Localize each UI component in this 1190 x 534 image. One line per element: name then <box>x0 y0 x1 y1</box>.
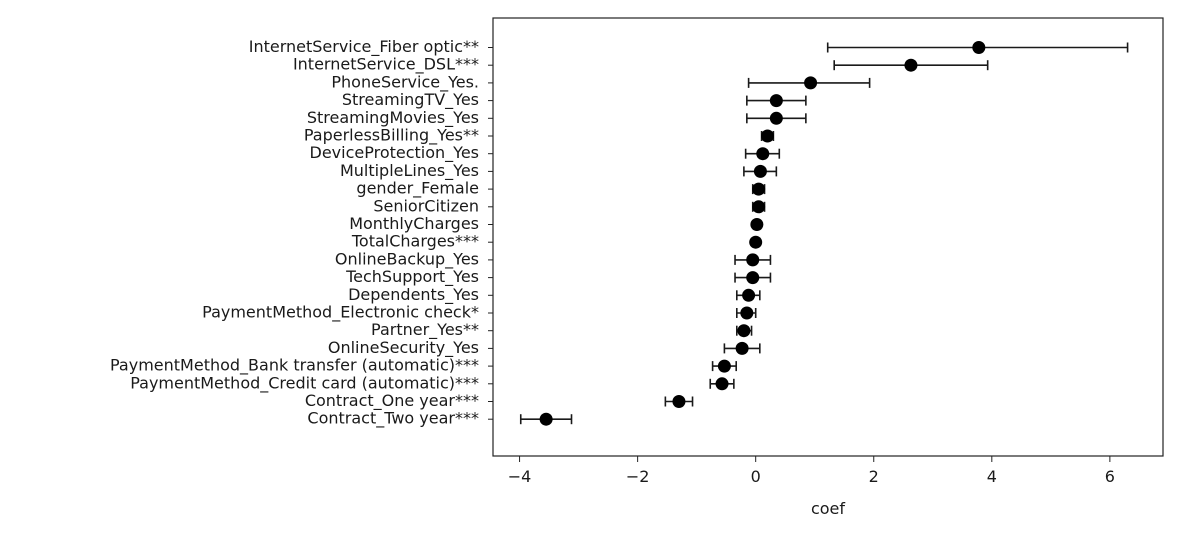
y-tick-label: StreamingTV_Yes <box>342 90 479 110</box>
coef-point <box>752 182 766 196</box>
coef-point <box>750 218 764 231</box>
x-axis-ticks: −4 −2 0 2 4 6 <box>508 456 1115 486</box>
coef-point <box>749 235 763 249</box>
y-tick-label: TechSupport_Yes <box>345 267 479 287</box>
coef-point <box>746 271 760 285</box>
y-tick-label: InternetService_DSL*** <box>293 55 479 75</box>
coef-point <box>740 306 754 320</box>
coef-point <box>769 94 783 108</box>
coef-point <box>804 76 818 90</box>
plot-area-frame <box>492 17 1164 457</box>
y-tick-label: StreamingMovies_Yes <box>307 108 479 128</box>
coef-point <box>717 359 731 373</box>
coef-point <box>539 412 553 426</box>
y-tick-label: Contract_Two year*** <box>307 409 479 429</box>
y-tick-label: MultipleLines_Yes <box>340 161 479 181</box>
coef-point <box>972 41 986 54</box>
y-tick-label: PaymentMethod_Electronic check* <box>202 303 479 323</box>
y-tick-label: Contract_One year*** <box>305 391 479 411</box>
y-tick-label: PaymentMethod_Credit card (automatic)*** <box>130 373 479 393</box>
x-tick-label: 2 <box>869 467 879 486</box>
coef-point <box>769 111 783 125</box>
y-tick-label: PaymentMethod_Bank transfer (automatic)*… <box>110 356 479 376</box>
x-tick-label: −4 <box>508 467 532 486</box>
y-tick-label: gender_Female <box>356 179 479 199</box>
y-tick-labels: InternetService_Fiber optic**InternetSer… <box>110 37 493 429</box>
error-bar-marks <box>519 41 1129 426</box>
coef-point <box>752 200 766 214</box>
y-tick-label: MonthlyCharges <box>349 214 479 233</box>
y-tick-label: Partner_Yes** <box>371 320 479 340</box>
x-tick-label: 4 <box>987 467 997 486</box>
y-tick-label: PhoneService_Yes. <box>331 72 479 92</box>
coef-point <box>904 58 918 72</box>
coef-point <box>672 395 686 408</box>
coef-point <box>760 129 774 143</box>
x-tick-label: −2 <box>626 467 650 486</box>
coef-point <box>735 341 749 355</box>
y-tick-label: TotalCharges*** <box>351 232 479 251</box>
y-tick-label: OnlineSecurity_Yes <box>328 338 479 358</box>
coef-point <box>715 377 729 391</box>
x-axis-label: coef <box>811 499 845 518</box>
coef-point <box>746 253 760 267</box>
y-tick-label: PaperlessBilling_Yes** <box>304 126 479 146</box>
coef-point <box>742 288 756 302</box>
y-tick-label: InternetService_Fiber optic** <box>249 37 479 57</box>
coef-point <box>753 164 767 178</box>
y-tick-label: OnlineBackup_Yes <box>335 249 479 269</box>
x-tick-label: 0 <box>751 467 761 486</box>
y-tick-label: Dependents_Yes <box>348 285 479 305</box>
coef-point <box>737 324 751 338</box>
coef-point <box>756 147 770 161</box>
x-tick-label: 6 <box>1105 467 1115 486</box>
y-tick-label: SeniorCitizen <box>373 196 479 215</box>
y-tick-label: DeviceProtection_Yes <box>310 143 480 163</box>
